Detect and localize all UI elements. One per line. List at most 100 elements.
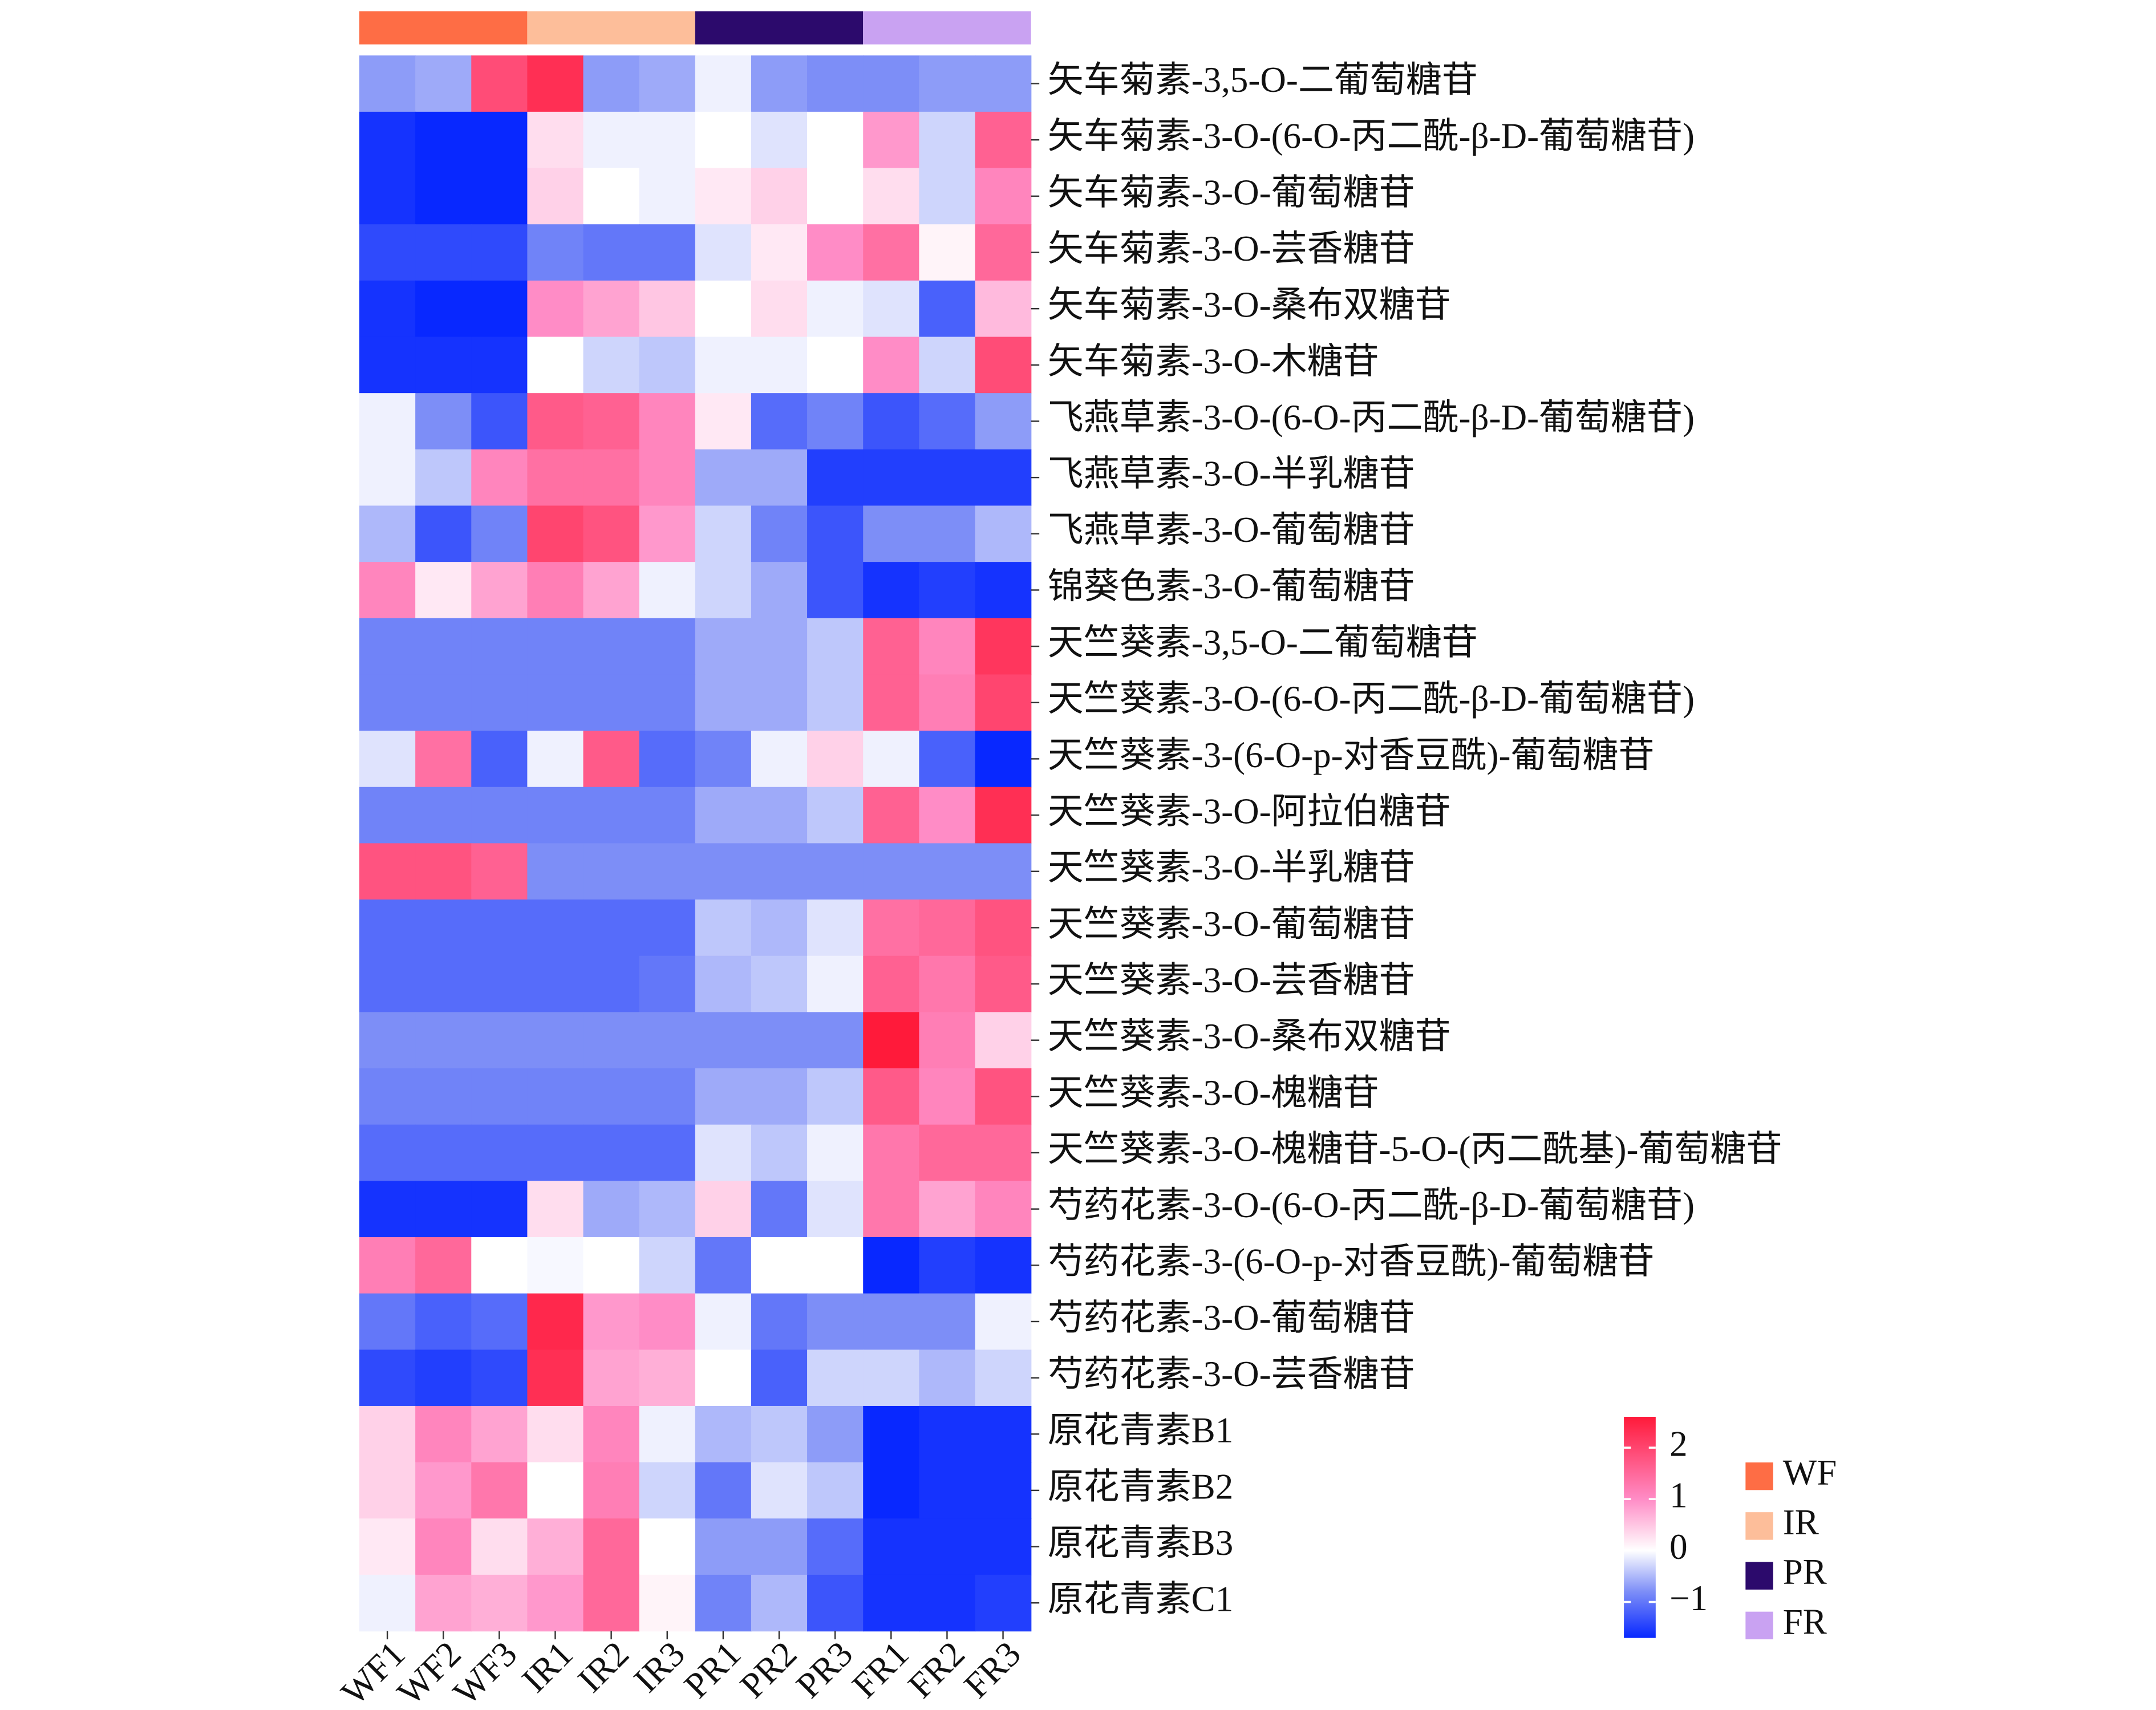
heat-cell [863,1293,920,1351]
row-label: 飞燕草素-3-O-半乳糖苷 [1048,454,1415,494]
row-label: 芍药花素-3-(6-O-p-对香豆酰)-葡萄糖苷 [1048,1242,1655,1282]
heat-cell [527,899,584,957]
heat-cell [527,1181,584,1238]
row-label: 飞燕草素-3-O-葡萄糖苷 [1048,510,1415,550]
heat-cell [471,787,528,844]
heat-cell [975,1068,1032,1125]
row-label: 原花青素B3 [1048,1523,1234,1563]
heat-cell [471,224,528,281]
heat-cell [975,1237,1032,1294]
heat-cell [807,787,864,844]
heat-cell [583,955,640,1013]
heat-cell [527,731,584,788]
heat-cell [359,168,416,225]
row-label: 天竺葵素-3-(6-O-p-对香豆酰)-葡萄糖苷 [1048,735,1655,775]
heat-cell [975,55,1032,112]
heat-cell [527,955,584,1013]
heat-cell [807,1068,864,1125]
heat-cell [415,449,472,506]
heat-cell [919,1237,976,1294]
heat-cell [583,505,640,562]
heat-cell [415,55,472,112]
row-label: 天竺葵素-3-O-(6-O-丙二酰-β-D-葡萄糖苷) [1048,679,1695,719]
heat-cell [863,280,920,338]
heat-cell [863,1405,920,1463]
legend-label: PR [1783,1552,1827,1592]
heat-cell [359,505,416,562]
heat-cell [359,280,416,338]
heat-cell [863,1350,920,1407]
heat-cell [471,1462,528,1519]
heat-cell [639,618,696,675]
heat-cell [751,1124,808,1182]
heat-cell [695,731,752,788]
heat-cell [695,1124,752,1182]
group-bar [695,11,864,44]
heat-cell [751,1012,808,1069]
heat-cell [471,449,528,506]
heat-cell [639,449,696,506]
heat-cell [863,505,920,562]
heat-cell [471,674,528,731]
heat-cell [471,55,528,112]
heat-cell [527,1012,584,1069]
heat-cell [807,731,864,788]
heat-cell [415,955,472,1013]
heat-cell [359,1124,416,1182]
heat-cell [359,393,416,450]
heat-cell [807,1350,864,1407]
heat-cell [527,449,584,506]
row-label: 矢车菊素-3-O-桑布双糖苷 [1048,285,1451,325]
heat-cell [863,787,920,844]
heat-cell [415,618,472,675]
heat-cell [359,1237,416,1294]
heat-cell [359,1574,416,1632]
heat-cell [639,1012,696,1069]
heat-cell [583,674,640,731]
heat-cell [471,1181,528,1238]
heat-cell [471,1405,528,1463]
heat-cell [639,787,696,844]
heat-cell [975,1181,1032,1238]
colorbar-label: 2 [1669,1424,1688,1464]
heat-cell [751,111,808,169]
heat-cell [695,1012,752,1069]
heat-cell [975,1012,1032,1069]
heat-cell [807,1012,864,1069]
row-label: 锦葵色素-3-O-葡萄糖苷 [1048,566,1415,606]
heat-cell [919,280,976,338]
heat-cell [975,1405,1032,1463]
heat-cell [807,280,864,338]
heat-cell [695,1237,752,1294]
heat-cell [415,562,472,619]
heat-cell [975,843,1032,900]
heat-cell [583,111,640,169]
row-label: 矢车菊素-3,5-O-二葡萄糖苷 [1048,60,1478,100]
heat-cell [583,1518,640,1575]
heat-cell [471,1124,528,1182]
heat-cell [695,168,752,225]
heat-cell [919,843,976,900]
row-label: 矢车菊素-3-O-(6-O-丙二酰-β-D-葡萄糖苷) [1048,116,1695,156]
heat-cell [471,1350,528,1407]
heat-cell [471,843,528,900]
heat-cell [359,337,416,394]
row-label: 原花青素B1 [1048,1411,1234,1450]
colorbar-label: −1 [1669,1578,1708,1618]
heat-cell [975,1350,1032,1407]
heat-cell [695,449,752,506]
colorbar [1624,1416,1656,1638]
heat-cell [975,1574,1032,1632]
heat-cell [471,1518,528,1575]
heat-cell [527,618,584,675]
heat-cell [639,168,696,225]
heat-cell [695,1405,752,1463]
heat-cell [695,393,752,450]
heat-cell [527,505,584,562]
heat-cell [919,393,976,450]
heat-cell [807,562,864,619]
col-label: FR3 [957,1634,1028,1705]
heat-cell [863,1462,920,1519]
heat-cell [695,1181,752,1238]
